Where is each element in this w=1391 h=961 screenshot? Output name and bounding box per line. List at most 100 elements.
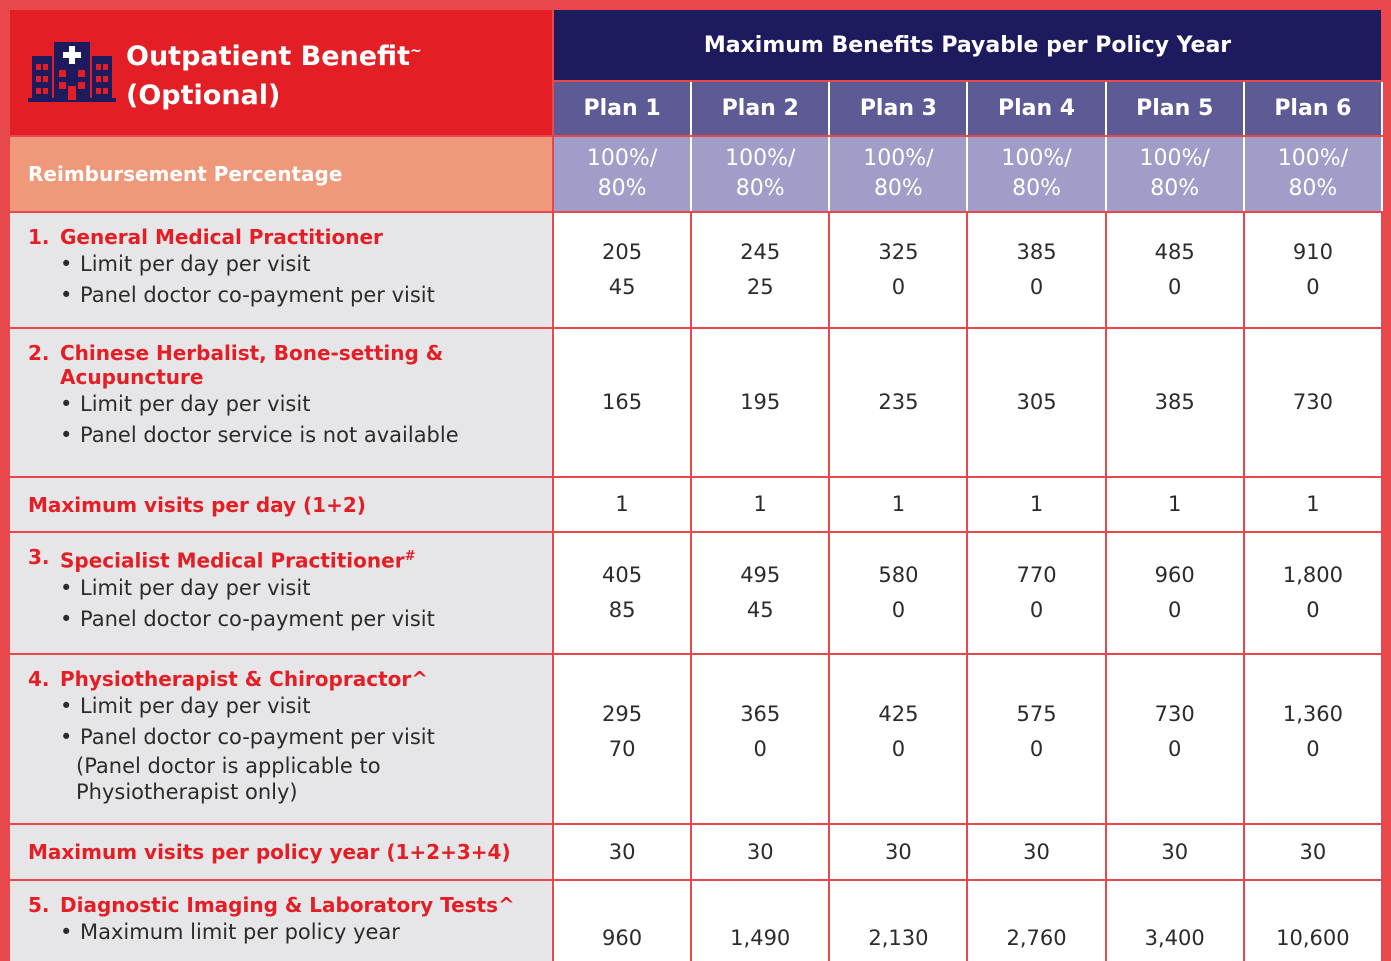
value-line: 0 [891, 275, 906, 299]
benefit-item: Panel doctor co-payment per visit [28, 722, 542, 753]
benefit-cell: 1. General Medical Practitioner Limit per … [8, 211, 554, 329]
plan-value: 960 [551, 879, 693, 961]
plan-value: 365 0 [690, 653, 831, 825]
value-line: 1 [615, 492, 629, 516]
plan-heading: Plan 3 [828, 80, 969, 137]
benefit-heading-text: Physiotherapist & Chiropractor^ [60, 667, 428, 691]
heading-mark: # [404, 549, 416, 564]
value-line: 30 [1299, 839, 1327, 864]
title-text: Outpatient Benefit [126, 41, 410, 72]
value-line: 235 [878, 390, 919, 414]
value-line: 960 [602, 926, 643, 950]
value-line: 1,800 [1282, 563, 1343, 587]
value-line: 80% [1012, 176, 1061, 201]
heading-text: Physiotherapist & Chiropractor^ [60, 667, 428, 691]
value-line: 165 [602, 390, 643, 414]
value-line: 0 [1306, 598, 1320, 622]
plan-value: 30 [828, 823, 969, 881]
plan-value: 245 25 [690, 211, 831, 329]
title: Outpatient Benefit~ (Optional) [126, 32, 422, 115]
benefit-heading: Maximum visits per day (1+2) [28, 493, 542, 517]
benefit-heading: 1. General Medical Practitioner [28, 225, 542, 249]
value-line: 730 [1292, 390, 1333, 414]
plan-value: 1 [966, 476, 1107, 533]
reimbursement-value: 100%/ 80% [551, 135, 693, 213]
plan-value: 1,360 0 [1242, 653, 1384, 825]
benefit-heading: Maximum visits per policy year (1+2+3+4) [28, 840, 542, 864]
benefit-item: Limit per day per visit [28, 389, 542, 420]
value-line: 100%/ [725, 146, 796, 171]
value-line: 575 [1016, 702, 1057, 726]
benefit-heading: 4. Physiotherapist & Chiropractor^ [28, 667, 542, 691]
benefit-heading-text: Specialist Medical Practitioner# [60, 545, 415, 573]
benefit-heading-text: Diagnostic Imaging & Laboratory Tests^ [60, 893, 515, 917]
plan-value: 195 [690, 327, 831, 478]
heading-text: Maximum visits per day (1+2) [28, 492, 366, 517]
benefit-number: 5. [28, 893, 50, 917]
plan-value: 485 0 [1104, 211, 1245, 329]
plan-value: 575 0 [966, 653, 1107, 825]
plan-value: 30 [551, 823, 693, 881]
plan-value: 580 0 [828, 531, 969, 655]
plan-value: 1 [1242, 476, 1384, 533]
value-line: 295 [602, 702, 643, 726]
reimbursement-value: 100%/ 80% [690, 135, 831, 213]
benefit-item: Maximum limit per policy year [28, 917, 542, 948]
benefit-number: 3. [28, 545, 50, 569]
plan-value: 910 0 [1242, 211, 1384, 329]
benefit-cell: Maximum visits per day (1+2) [8, 476, 554, 533]
value-line: 30 [885, 839, 912, 864]
value-line: 70 [608, 737, 636, 761]
value-line: 30 [1023, 839, 1050, 864]
plan-value: 770 0 [966, 531, 1107, 655]
value-line: 80% [597, 176, 647, 201]
plan-value: 385 [1104, 327, 1245, 478]
item-text: Maximum limit per policy year [80, 920, 400, 944]
value-line: 385 [1016, 240, 1057, 264]
value-line: 1 [891, 492, 906, 516]
plan-value: 235 [828, 327, 969, 478]
item-text: Panel doctor service is not available [80, 423, 459, 447]
value-line: 245 [740, 240, 781, 264]
plan-value: 30 [690, 823, 831, 881]
item-text: Limit per day per visit [80, 694, 311, 718]
reimbursement-value: 100%/ 80% [1242, 135, 1384, 213]
benefit-row: 4. Physiotherapist & Chiropractor^ Limit p… [8, 653, 1384, 825]
plan-value: 2,130 [828, 879, 969, 961]
value-line: 730 [1154, 702, 1195, 726]
value-line: 205 [602, 240, 643, 264]
item-text: Limit per day per visit [80, 252, 311, 276]
benefit-row: Maximum visits per day (1+2) 1 1 1 1 1 1 [8, 476, 1384, 533]
reimbursement-row: Reimbursement Percentage 100%/ 80% 100%/ 80%… [8, 135, 1384, 213]
header-row: Outpatient Benefit~ (Optional) Maximum Ben… [8, 8, 1383, 137]
plan-value: 960 0 [1104, 531, 1245, 655]
plan-heading: Plan 4 [966, 80, 1107, 137]
plan-value: 2,760 [966, 879, 1107, 961]
value-line: 305 [1016, 390, 1057, 414]
plan-value: 30 [1104, 823, 1245, 881]
value-line: 1,490 [730, 926, 791, 950]
value-line: 45 [608, 275, 636, 299]
value-line: 580 [878, 563, 919, 587]
value-line: 1 [1168, 492, 1182, 516]
plan-heading: Plan 2 [690, 80, 831, 137]
value-line: 0 [1029, 737, 1044, 761]
hospital-icon [28, 42, 116, 102]
benefit-note: (Panel doctor is applicable to Physiothe… [76, 754, 381, 804]
reimbursement-label: Reimbursement Percentage [8, 135, 554, 213]
benefit-item: Limit per day per visit [28, 249, 542, 280]
plan-value: 730 [1242, 327, 1384, 478]
value-line: 485 [1154, 240, 1195, 264]
plan-value: 1,490 [690, 879, 831, 961]
group-heading: Maximum Benefits Payable per Policy Year [552, 8, 1383, 82]
heading-text: Specialist Medical Practitioner [60, 548, 405, 573]
value-line: 0 [753, 737, 767, 761]
value-line: 100%/ [1139, 146, 1210, 171]
benefit-row: 3.Specialist Medical Practitioner#Limit … [8, 531, 1384, 655]
plan-value: 205 45 [551, 211, 693, 329]
plan-value: 1 [690, 476, 831, 533]
heading-text: General Medical Practitioner [60, 225, 383, 249]
value-line: 1,360 [1282, 702, 1343, 726]
value-line: 195 [740, 390, 781, 414]
